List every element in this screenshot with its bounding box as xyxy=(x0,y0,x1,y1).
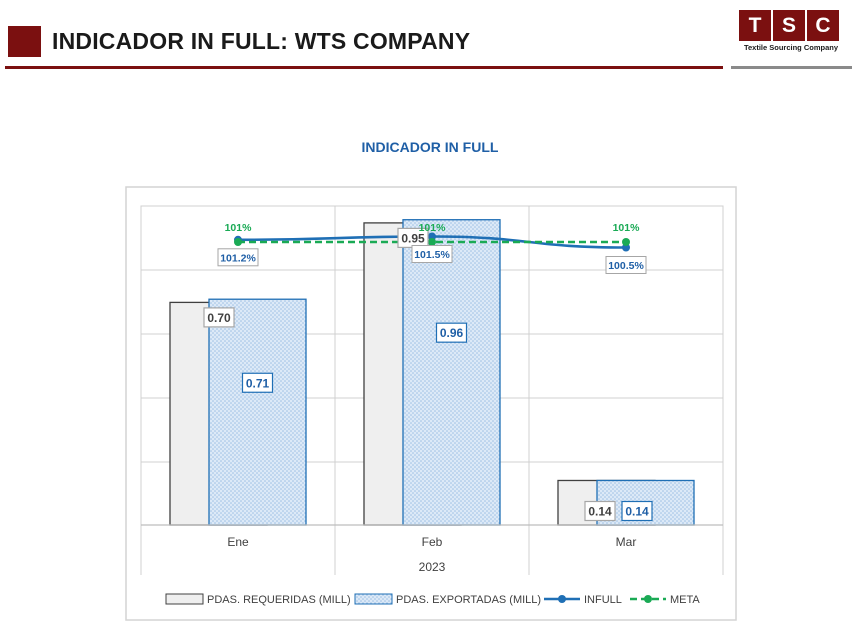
page-title: INDICADOR IN FULL: WTS COMPANY xyxy=(52,28,471,54)
bar-exportadas-ene xyxy=(208,298,307,526)
logo-letter-s: S xyxy=(773,10,805,41)
header-rule-gray xyxy=(731,66,852,69)
meta-line-point-mar xyxy=(622,238,630,246)
x-group-label: 2023 xyxy=(419,560,446,574)
label-infull-mar: 100.5% xyxy=(608,260,644,272)
label-exportadas-ene: 0.71 xyxy=(246,376,270,390)
tsc-logo: T S C Textile Sourcing Company xyxy=(739,10,843,54)
legend-marker-meta xyxy=(644,595,652,603)
label-exportadas-feb: 0.96 xyxy=(440,326,464,340)
label-infull-feb: 101.5% xyxy=(414,249,450,261)
x-tick-mar: Mar xyxy=(616,535,637,549)
label-exportadas-feb-box xyxy=(435,322,468,343)
label-meta-ene: 101% xyxy=(225,222,253,234)
label-infull-mar-box xyxy=(605,256,647,274)
chart-title: INDICADOR IN FULL xyxy=(361,139,499,155)
label-requeridas-ene-box xyxy=(203,307,235,328)
label-meta-feb: 101% xyxy=(419,222,447,234)
label-requeridas-ene: 0.70 xyxy=(207,311,231,325)
label-requeridas-mar: 0.14 xyxy=(588,505,612,519)
label-infull-feb-box xyxy=(411,245,453,263)
label-meta-mar: 101% xyxy=(613,222,641,234)
infull-line-point-feb xyxy=(428,232,436,241)
header-rule-red xyxy=(5,66,723,69)
label-exportadas-ene-box xyxy=(241,372,274,393)
logo-tagline: Textile Sourcing Company xyxy=(743,43,839,52)
legend-label-requeridas: PDAS. REQUERIDAS (MILL) xyxy=(207,594,351,606)
bar-exportadas-feb xyxy=(402,219,501,526)
title-marker xyxy=(8,26,41,57)
x-tick-feb: Feb xyxy=(422,535,443,549)
meta-line-point-ene xyxy=(234,238,242,246)
legend-swatch-requeridas xyxy=(165,593,204,605)
legend-label-infull: INFULL xyxy=(584,594,622,606)
legend-label-meta: META xyxy=(670,594,700,606)
x-tick-ene: Ene xyxy=(227,535,249,549)
legend-marker-infull xyxy=(558,595,566,603)
label-exportadas-mar: 0.14 xyxy=(625,505,649,519)
label-requeridas-mar-box xyxy=(584,500,616,522)
label-infull-ene: 101.2% xyxy=(220,252,256,264)
infull-line-point-mar xyxy=(622,243,630,252)
logo-letter-c: C xyxy=(807,10,839,41)
meta-line-point-feb xyxy=(428,238,436,246)
logo-letter-t: T xyxy=(739,10,771,41)
legend-swatch-exportadas xyxy=(354,593,393,605)
legend-label-exportadas: PDAS. EXPORTADAS (MILL) xyxy=(396,594,541,606)
label-exportadas-mar-box xyxy=(621,500,653,522)
label-requeridas-feb: 0.95 xyxy=(401,231,425,245)
label-infull-ene-box xyxy=(217,248,259,267)
